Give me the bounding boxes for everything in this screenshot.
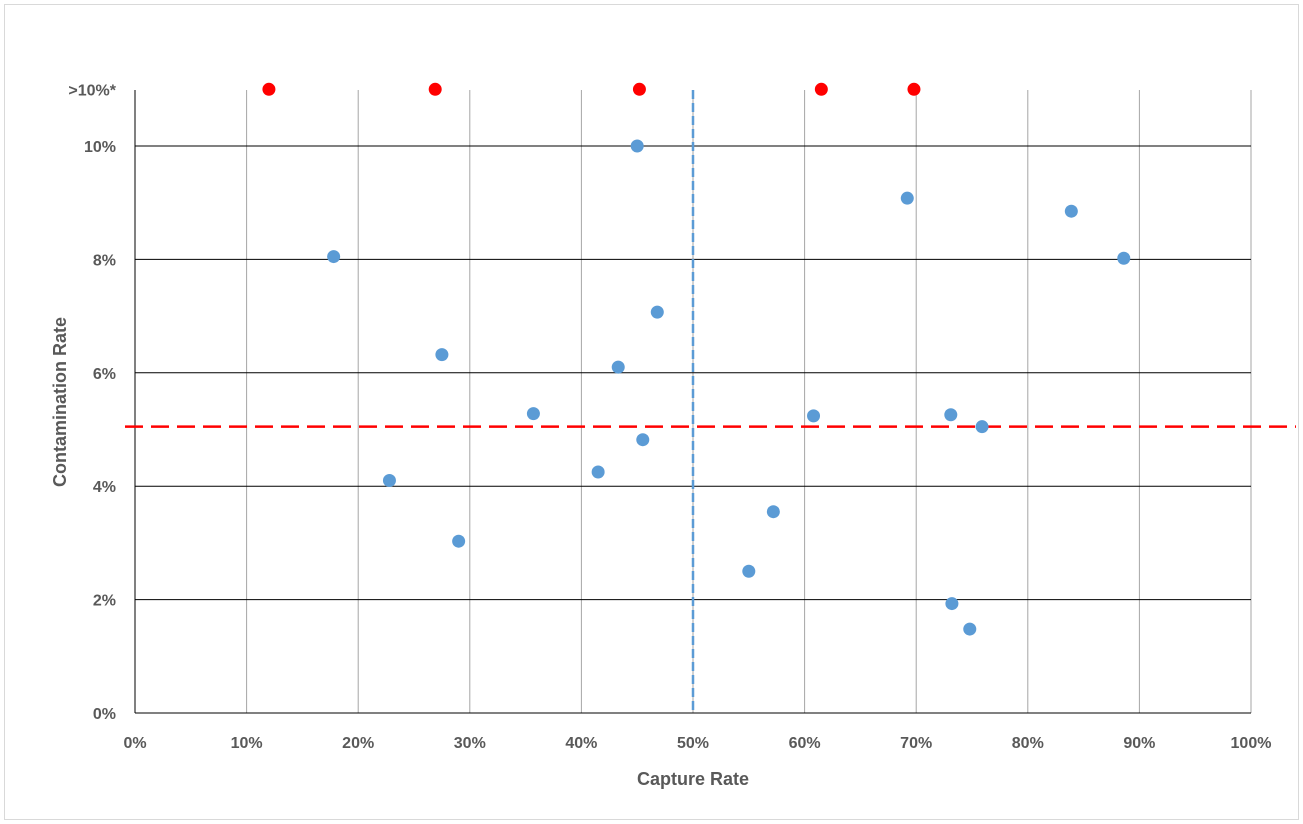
x-tick-label: 80%	[1012, 735, 1044, 752]
data-point	[591, 465, 605, 479]
x-axis-title: Capture Rate	[637, 769, 749, 789]
data-point	[766, 505, 780, 519]
data-point	[900, 191, 914, 205]
data-point	[630, 139, 644, 153]
data-points	[262, 82, 1131, 636]
y-tick-label: 8%	[93, 252, 116, 269]
data-point	[1117, 251, 1131, 265]
x-tick-label: 0%	[123, 735, 146, 752]
data-point	[807, 409, 821, 423]
reference-lines	[125, 90, 1296, 713]
data-point	[452, 534, 466, 548]
x-tick-label: 20%	[342, 735, 374, 752]
x-tick-label: 100%	[1231, 735, 1272, 752]
x-tick-label: 10%	[231, 735, 263, 752]
data-point	[975, 420, 989, 434]
y-tick-label: 10%	[84, 139, 116, 156]
overflow-data-point	[632, 82, 646, 96]
data-point	[526, 407, 540, 421]
data-point	[944, 408, 958, 422]
x-tick-label: 60%	[789, 735, 821, 752]
x-tick-label: 90%	[1123, 735, 1155, 752]
overflow-data-point	[428, 82, 442, 96]
x-tick-label: 70%	[900, 735, 932, 752]
data-point	[611, 360, 625, 374]
x-tick-label: 40%	[565, 735, 597, 752]
y-tick-label: 6%	[93, 366, 116, 383]
y-axis-title: Contamination Rate	[50, 317, 70, 487]
y-tick-label: >10%*	[68, 82, 116, 99]
data-point	[1064, 204, 1078, 218]
data-point	[382, 474, 396, 488]
overflow-data-point	[814, 82, 828, 96]
y-tick-label: 0%	[93, 706, 116, 723]
chart-frame	[4, 4, 1299, 820]
data-point	[650, 305, 664, 319]
tick-labels: 0% 10% 20% 30% 40% 50% 60% 70% 80% 90% 100% 0% 2% 4% 6…	[68, 82, 1271, 752]
x-tick-label: 30%	[454, 735, 486, 752]
y-tick-label: 2%	[93, 593, 116, 610]
overflow-data-point	[262, 82, 276, 96]
y-tick-label: 4%	[93, 479, 116, 496]
data-point	[435, 348, 449, 362]
overflow-data-point	[907, 82, 921, 96]
data-point	[945, 597, 959, 611]
x-tick-label: 50%	[677, 735, 709, 752]
data-point	[742, 564, 756, 578]
data-point	[963, 622, 977, 636]
grid-layer	[134, 90, 1252, 714]
data-point	[327, 250, 341, 264]
data-point	[636, 433, 650, 447]
